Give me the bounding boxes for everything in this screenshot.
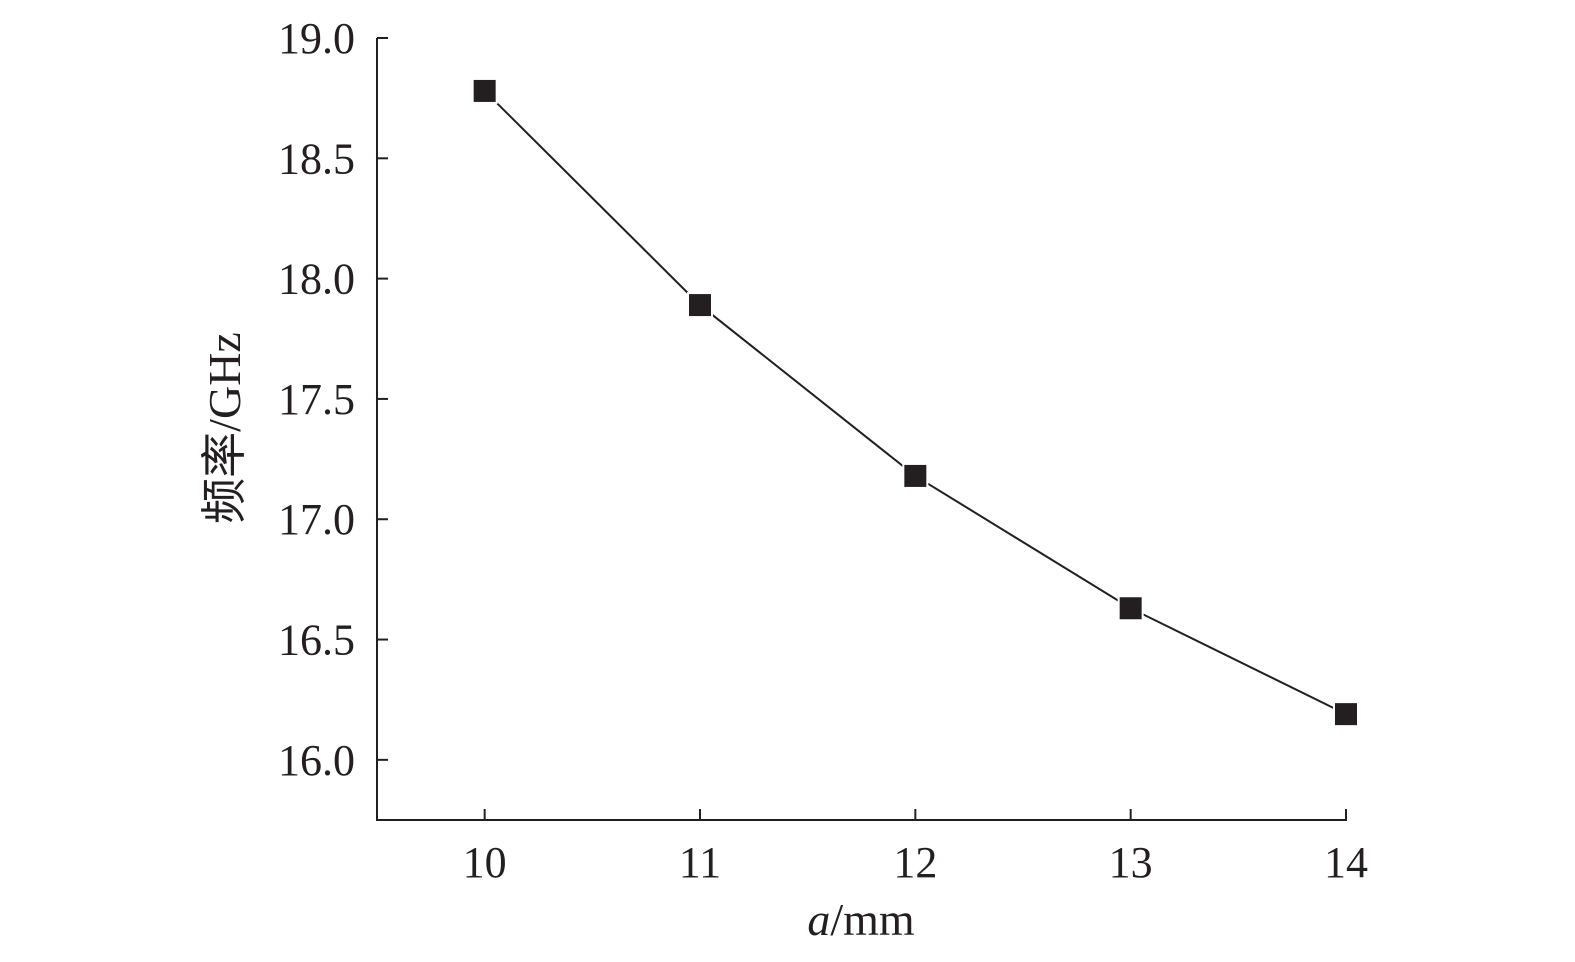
y-tick-label: 17.5 [278,375,355,424]
axes [376,38,1347,821]
x-tick-label: 10 [463,838,507,887]
y-tick-label: 16.5 [278,616,355,665]
y-tick-label: 17.0 [278,495,355,544]
data-point-marker [902,462,929,489]
data-point-marker [1117,595,1144,622]
x-tick-label: 12 [893,838,937,887]
y-tick-label: 18.0 [278,255,355,304]
data-point-marker [687,292,713,319]
y-tick-label: 18.5 [278,134,355,183]
data-point-marker [1333,701,1359,728]
x-tick-label: 11 [679,838,721,887]
series [471,77,1359,728]
x-axis-label: a/mm [807,894,915,945]
series-line [483,90,1347,716]
data-point-marker [471,77,498,104]
x-tick-label: 14 [1324,838,1368,887]
y-axis-label: 频率/GHz [199,332,250,524]
x-tick-label: 13 [1109,838,1153,887]
y-tick-label: 19.0 [278,14,355,63]
y-tick-label: 16.0 [278,736,355,785]
ticks: 16.0 16.5 17.0 17.5 18.0 18.5 19.0 10 11 12 13 14 [278,14,1368,887]
